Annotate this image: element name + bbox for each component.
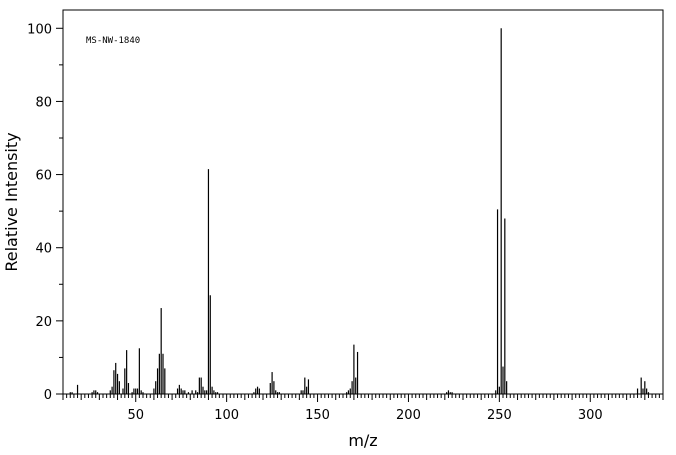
plot-frame xyxy=(62,9,664,395)
x-tick-label: 200 xyxy=(396,408,421,423)
y-axis-label: Relative Intensity xyxy=(2,132,21,271)
spectrum-peaks xyxy=(69,28,650,394)
y-tick-label: 100 xyxy=(27,22,52,37)
x-tick-label: 150 xyxy=(305,408,330,423)
y-tick-label: 0 xyxy=(44,388,52,403)
y-axis-ticks: 0 20 40 60 80 100 xyxy=(27,22,63,403)
x-axis-ticks: 50 100 150 200 250 300 xyxy=(62,394,664,423)
x-tick-label: 250 xyxy=(487,408,512,423)
y-tick-label: 80 xyxy=(35,95,52,110)
x-tick-label: 50 xyxy=(127,408,144,423)
y-tick-label: 20 xyxy=(35,315,52,330)
spectrum-id-annotation: MS-NW-1840 xyxy=(86,36,140,46)
x-tick-label: 300 xyxy=(578,408,603,423)
y-tick-label: 60 xyxy=(35,169,52,184)
x-tick-label: 100 xyxy=(214,408,239,423)
x-axis-label: m/z xyxy=(348,431,377,450)
y-tick-label: 40 xyxy=(35,242,52,257)
